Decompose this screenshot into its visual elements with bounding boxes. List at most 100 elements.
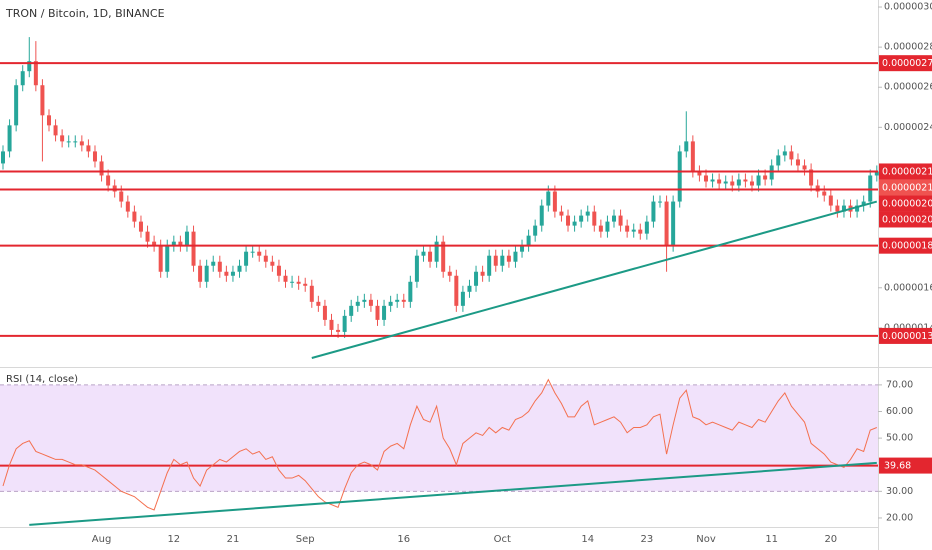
candle-body: [230, 271, 235, 276]
candle-body: [204, 265, 209, 282]
candle-body: [66, 141, 71, 143]
candle-body: [552, 191, 557, 212]
y-tick-label: 60.00: [886, 406, 913, 417]
candle-body: [441, 241, 446, 272]
candle-body: [276, 265, 281, 276]
candle-body: [460, 291, 465, 306]
candle-body: [513, 251, 518, 262]
candle-body: [329, 319, 334, 330]
candle-body: [362, 299, 367, 302]
candle-body: [749, 181, 754, 186]
y-tick-label: 0.00000160: [884, 282, 932, 293]
candle-body: [566, 215, 571, 226]
candle-body: [342, 315, 347, 332]
x-tick-label: Oct: [494, 534, 511, 545]
price-label: 0.00000218: [882, 182, 932, 193]
y-tick-label: 0.00000300: [884, 2, 932, 13]
candle-body: [237, 265, 242, 272]
candle-body: [651, 201, 656, 222]
candle-body: [828, 195, 833, 206]
candle-body: [638, 229, 643, 234]
x-tick-label: Sep: [296, 534, 315, 545]
candle-body: [33, 61, 38, 86]
candle-body: [526, 235, 531, 246]
y-tick-label: 50.00: [886, 433, 913, 444]
x-tick-label: 11: [765, 534, 778, 545]
candle-body: [263, 255, 268, 262]
candle-body: [592, 211, 597, 226]
price-label: 0.00000181: [882, 241, 932, 252]
candle-body: [579, 215, 584, 222]
candle-body: [618, 215, 623, 226]
candle-body: [270, 261, 275, 266]
candle-body: [736, 179, 741, 186]
candle-body: [125, 201, 130, 212]
trendline: [311, 200, 878, 359]
candle-body: [152, 241, 157, 246]
x-tick-label: 23: [640, 534, 653, 545]
candle-body: [756, 175, 761, 186]
candle-body: [198, 265, 203, 282]
candle-body: [769, 165, 774, 180]
candle-body: [506, 255, 511, 262]
y-tick-label: 0.00000260: [884, 82, 932, 93]
x-tick-label: 14: [581, 534, 594, 545]
candle-body: [349, 305, 354, 316]
candle-body: [500, 255, 505, 266]
y-tick-label: 20.00: [886, 512, 913, 523]
candle-body: [27, 61, 32, 72]
candle-body: [664, 201, 669, 246]
candle-body: [723, 181, 728, 184]
rsi-band: [0, 384, 878, 492]
candle-body: [447, 271, 452, 276]
price-label-box: [879, 163, 932, 180]
price-label-box: [879, 195, 932, 212]
price-label: 0.00000203: [882, 214, 932, 225]
candle-body: [809, 169, 814, 186]
candle-body: [690, 141, 695, 172]
candle-body: [296, 281, 301, 284]
candle-body: [493, 255, 498, 266]
candle-body: [1, 151, 5, 164]
candle-body: [257, 251, 262, 256]
candle-body: [217, 261, 222, 272]
candle-body: [835, 205, 840, 212]
candle-body: [184, 231, 189, 246]
candle-body: [250, 251, 255, 253]
candle-body: [868, 175, 873, 202]
candle-body: [625, 225, 630, 232]
y-tick-label: 70.00: [886, 379, 913, 390]
candle-body: [487, 255, 492, 276]
candle-body: [815, 185, 820, 192]
candle-body: [388, 301, 393, 306]
candle-body: [539, 205, 544, 226]
candle-body: [138, 221, 143, 232]
candle-body: [421, 251, 426, 256]
candle-body: [283, 275, 288, 282]
candle-body: [112, 185, 117, 192]
rsi-level-label: 39.68: [884, 461, 911, 472]
price-label-box: [879, 237, 932, 254]
y-tick-label: 0.00000240: [884, 122, 932, 133]
x-tick-label: Aug: [92, 534, 112, 545]
candle-body: [211, 261, 216, 266]
price-label: 0.00000209: [882, 198, 932, 209]
candle-body: [480, 271, 485, 276]
candle-body: [677, 151, 682, 202]
candle-body: [730, 181, 735, 186]
candle-body: [106, 175, 111, 186]
candle-body: [86, 145, 91, 152]
candle-body: [559, 211, 564, 216]
candle-body: [382, 305, 387, 320]
candle-body: [14, 85, 19, 126]
x-tick-label: 12: [167, 534, 180, 545]
candle-body: [60, 135, 65, 142]
candle-body: [145, 231, 150, 242]
candle-body: [585, 211, 590, 216]
candle-body: [368, 299, 373, 306]
price-label-box: [879, 327, 932, 344]
candle-body: [119, 191, 124, 202]
candle-body: [684, 141, 689, 152]
candle-body: [336, 329, 341, 332]
